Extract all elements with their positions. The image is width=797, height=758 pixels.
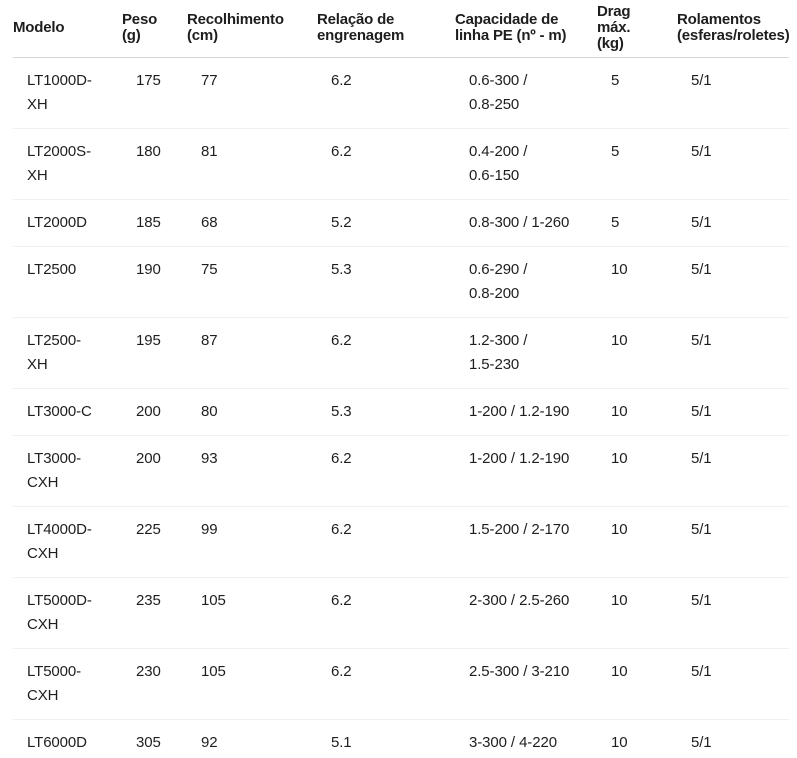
- cell-capacidade-linha: 2.5-300 / 3-210: [455, 648, 597, 720]
- cell-recolhimento: 80: [187, 388, 317, 436]
- cell-peso: 200: [122, 435, 187, 507]
- cell-drag-max: 10: [597, 648, 677, 720]
- table-row: LT2000S- XH 180 81 6.2 0.4-200 / 0.6-150…: [13, 128, 789, 200]
- cell-relacao-engrenagem: 6.2: [331, 72, 352, 89]
- cell-capacidade-linha: 0.6-300 / 0.8-250: [469, 72, 528, 113]
- cell-drag-max: 10: [597, 246, 677, 318]
- cell-recolhimento: 99: [187, 506, 317, 578]
- cell-rolamentos: 5/1: [677, 388, 789, 436]
- cell-relacao-engrenagem: 5.2: [317, 199, 455, 247]
- cell-modelo: LT3000- CXH: [13, 435, 122, 507]
- cell-capacidade-linha: 2-300 / 2.5-260: [455, 577, 597, 649]
- cell-drag-max: 10: [597, 317, 677, 389]
- cell-drag-max: 10: [597, 506, 677, 578]
- cell-relacao-engrenagem: 5.1: [317, 719, 455, 758]
- cell-rolamentos: 5/1: [677, 199, 789, 247]
- table-row: LT2000D 185 68 5.2 0.8-300 / 1-260 5 5/1: [13, 199, 789, 247]
- cell-capacidade-linha: 0.4-200 / 0.6-150: [455, 128, 597, 200]
- cell-rolamentos: 5/1: [677, 317, 789, 389]
- cell-capacidade-linha: 1.5-200 / 2-170: [455, 506, 597, 578]
- table-row: LT2500 190 75 5.3 0.6-290 / 0.8-200 10 5…: [13, 246, 789, 318]
- cell-capacidade-linha: 1-200 / 1.2-190: [455, 435, 597, 507]
- cell-drag-max: 5: [597, 128, 677, 200]
- cell-recolhimento: 68: [187, 199, 317, 247]
- cell-relacao-engrenagem: 6.2: [317, 435, 455, 507]
- cell-drag-max: 10: [597, 435, 677, 507]
- cell-modelo: LT2000D: [13, 199, 122, 247]
- cell-drag-max: 10: [597, 719, 677, 758]
- table-body: LT1000D- XH 175 77 6.2 0.6-300 / 0.8-250…: [13, 58, 789, 758]
- cell-capacidade-linha: 0.6-290 / 0.8-200: [455, 246, 597, 318]
- cell-rolamentos: 5/1: [677, 246, 789, 318]
- column-header-recolhimento: Recolhimento (cm): [187, 0, 317, 58]
- cell-modelo: LT2500- XH: [13, 317, 122, 389]
- cell-rolamentos: 5/1: [677, 648, 789, 720]
- cell-relacao-engrenagem: 6.2: [317, 317, 455, 389]
- cell-modelo: LT5000D- CXH: [13, 577, 122, 649]
- table-row: LT5000D- CXH 235 105 6.2 2-300 / 2.5-260…: [13, 577, 789, 649]
- cell-rolamentos: 5/1: [677, 128, 789, 200]
- cell-drag-max: 10: [597, 388, 677, 436]
- column-header-drag-max: Drag máx. (kg): [597, 0, 677, 58]
- cell-capacidade-linha: 1.2-300 / 1.5-230: [455, 317, 597, 389]
- column-header-capacidade-linha: Capacidade de linha PE (nº - m): [455, 0, 597, 58]
- cell-drag-max: 5: [611, 72, 620, 89]
- cell-capacidade-linha: 1-200 / 1.2-190: [455, 388, 597, 436]
- cell-recolhimento: 87: [187, 317, 317, 389]
- cell-peso: 235: [122, 577, 187, 649]
- column-header-modelo: Modelo: [13, 0, 122, 58]
- cell-recolhimento: 105: [187, 648, 317, 720]
- reel-specs-table: Modelo Peso (g) Recolhimento (cm) Relaçã…: [13, 0, 790, 758]
- cell-relacao-engrenagem: 6.2: [317, 506, 455, 578]
- table-row: LT2500- XH 195 87 6.2 1.2-300 / 1.5-230 …: [13, 317, 789, 389]
- cell-capacidade-linha: 3-300 / 4-220: [455, 719, 597, 758]
- cell-peso: 190: [122, 246, 187, 318]
- cell-rolamentos: 5/1: [677, 506, 789, 578]
- cell-recolhimento: 81: [187, 128, 317, 200]
- cell-recolhimento: 75: [187, 246, 317, 318]
- cell-peso: 225: [122, 506, 187, 578]
- header-row: Modelo Peso (g) Recolhimento (cm) Relaçã…: [13, 0, 790, 58]
- table-row: LT3000- CXH 200 93 6.2 1-200 / 1.2-190 1…: [13, 435, 789, 507]
- cell-peso: 195: [122, 317, 187, 389]
- cell-capacidade-linha: 0.8-300 / 1-260: [455, 199, 597, 247]
- column-header-rolamentos: Rolamentos (esferas/roletes): [677, 0, 790, 58]
- cell-peso: 180: [122, 128, 187, 200]
- cell-drag-max: 10: [597, 577, 677, 649]
- cell-recolhimento: 93: [187, 435, 317, 507]
- cell-drag-max: 5: [597, 199, 677, 247]
- cell-modelo: LT4000D- CXH: [13, 506, 122, 578]
- cell-peso: 175: [136, 72, 161, 89]
- cell-relacao-engrenagem: 5.3: [317, 246, 455, 318]
- cell-recolhimento: 92: [187, 719, 317, 758]
- cell-modelo: LT1000D- XH: [27, 72, 92, 113]
- cell-modelo: LT3000-C: [13, 388, 122, 436]
- cell-peso: 185: [122, 199, 187, 247]
- cell-relacao-engrenagem: 6.2: [317, 648, 455, 720]
- cell-relacao-engrenagem: 5.3: [317, 388, 455, 436]
- table-row: LT3000-C 200 80 5.3 1-200 / 1.2-190 10 5…: [13, 388, 789, 436]
- cell-modelo: LT6000D: [13, 719, 122, 758]
- cell-relacao-engrenagem: 6.2: [317, 577, 455, 649]
- cell-rolamentos: 5/1: [677, 577, 789, 649]
- cell-peso: 230: [122, 648, 187, 720]
- cell-rolamentos: 5/1: [691, 72, 712, 89]
- column-header-relacao-engrenagem: Relação de engrenagem: [317, 0, 455, 58]
- cell-modelo: LT5000- CXH: [13, 648, 122, 720]
- cell-peso: 200: [122, 388, 187, 436]
- table-row: LT6000D 305 92 5.1 3-300 / 4-220 10 5/1: [13, 719, 789, 758]
- cell-recolhimento: 77: [201, 72, 218, 89]
- table-row: LT1000D- XH 175 77 6.2 0.6-300 / 0.8-250…: [13, 58, 789, 129]
- cell-modelo: LT2500: [13, 246, 122, 318]
- table-row: LT5000- CXH 230 105 6.2 2.5-300 / 3-210 …: [13, 648, 789, 720]
- cell-peso: 305: [122, 719, 187, 758]
- cell-modelo: LT2000S- XH: [13, 128, 122, 200]
- cell-recolhimento: 105: [187, 577, 317, 649]
- cell-rolamentos: 5/1: [677, 719, 789, 758]
- table-row: LT4000D- CXH 225 99 6.2 1.5-200 / 2-170 …: [13, 506, 789, 578]
- cell-rolamentos: 5/1: [677, 435, 789, 507]
- column-header-peso: Peso (g): [122, 0, 187, 58]
- cell-relacao-engrenagem: 6.2: [317, 128, 455, 200]
